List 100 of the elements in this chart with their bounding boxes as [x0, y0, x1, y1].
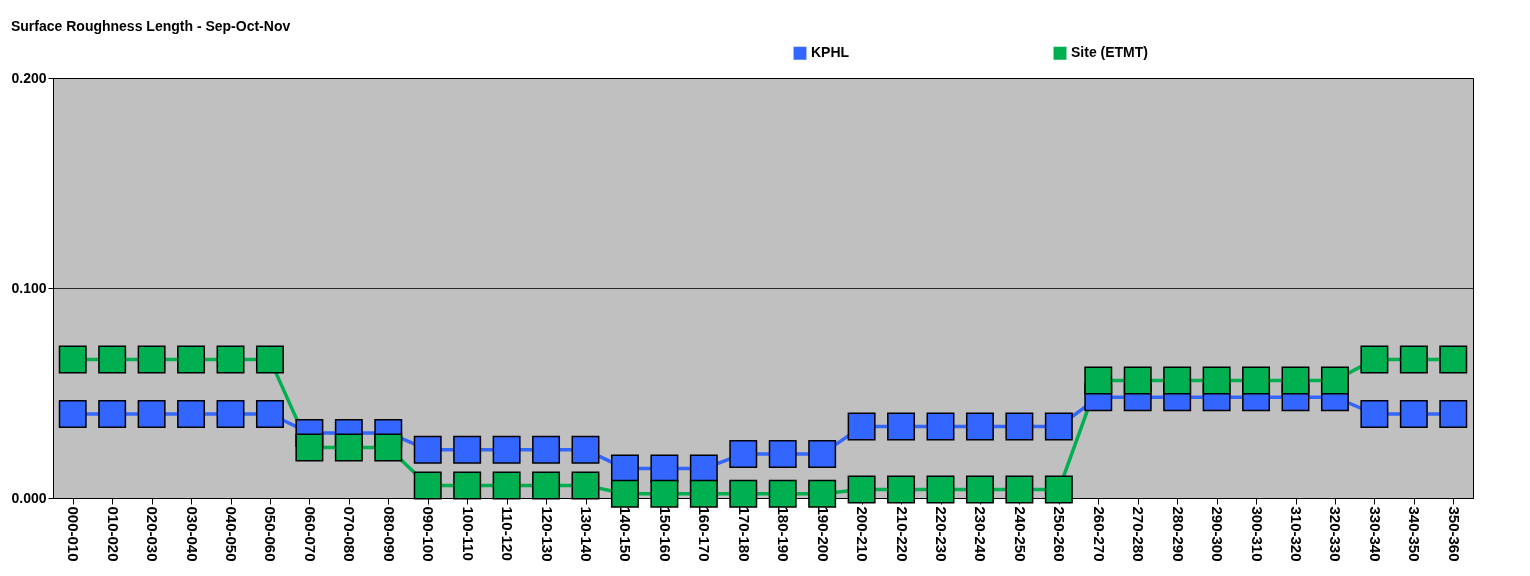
point — [1439, 400, 1468, 428]
x-tick-label: 000-010 — [65, 506, 83, 562]
point — [571, 471, 600, 500]
point — [571, 435, 600, 464]
point — [1005, 475, 1034, 504]
point — [216, 400, 245, 428]
x-tick-label: 180-190 — [775, 506, 793, 562]
point — [1399, 400, 1428, 428]
x-tick-label: 130-140 — [578, 506, 595, 562]
x-tick-label: 100-110 — [459, 506, 477, 561]
point — [768, 439, 797, 468]
point — [1360, 400, 1389, 428]
point — [1084, 366, 1113, 395]
point — [255, 345, 284, 374]
x-tick-label: 080-090 — [380, 506, 398, 562]
legend-label: KPHL — [811, 44, 850, 61]
x-tick-label: 260-270 — [1090, 506, 1108, 562]
point — [58, 400, 87, 428]
point — [1123, 366, 1152, 395]
point — [1202, 366, 1231, 395]
point — [1360, 345, 1389, 374]
x-tick-label: 220-230 — [933, 506, 950, 562]
x-tick-label: 090-100 — [420, 506, 438, 562]
x-tick-label: 010-020 — [104, 506, 122, 562]
x-tick-label: 070-080 — [341, 506, 359, 562]
point — [1242, 366, 1271, 395]
point — [295, 433, 324, 462]
point — [532, 435, 561, 464]
x-tick-label: 020-030 — [144, 506, 162, 562]
legend-label: Site (ETMT) — [1071, 44, 1148, 61]
point — [453, 435, 482, 464]
point — [374, 433, 403, 462]
point — [808, 479, 837, 508]
point — [1399, 345, 1428, 374]
point — [177, 345, 206, 374]
x-tick-label: 200-210 — [854, 506, 872, 562]
point — [255, 400, 284, 428]
x-tick-label: 330-340 — [1366, 506, 1384, 562]
point — [887, 412, 916, 441]
point — [768, 479, 797, 508]
point — [413, 435, 442, 464]
point — [847, 412, 876, 441]
y-tick-label: 0.200 — [11, 69, 47, 86]
x-tick-label: 350-360 — [1445, 506, 1463, 562]
point — [610, 454, 639, 483]
x-tick-label: 040-050 — [223, 506, 240, 562]
point — [887, 475, 916, 504]
point — [98, 345, 127, 374]
point — [1439, 345, 1468, 374]
x-tick-label: 140-150 — [617, 506, 635, 562]
x-tick-label: 240-250 — [1011, 506, 1029, 562]
x-tick-label: 280-290 — [1169, 506, 1187, 562]
point — [58, 345, 87, 374]
point — [926, 475, 955, 504]
y-tick-label: 0.000 — [11, 489, 47, 506]
point — [965, 475, 994, 504]
y-tick-label: 0.100 — [11, 279, 47, 296]
point — [847, 475, 876, 504]
point — [689, 454, 718, 483]
x-tick-label: 150-160 — [656, 506, 674, 562]
point — [689, 479, 718, 508]
point — [926, 412, 955, 441]
point — [729, 439, 758, 468]
point — [808, 439, 837, 468]
point — [1163, 366, 1192, 395]
x-tick-label: 190-200 — [814, 506, 832, 562]
point — [965, 412, 994, 441]
point — [216, 345, 245, 374]
x-tick-label: 230-240 — [972, 506, 990, 562]
x-tick-label: 110-120 — [499, 506, 517, 561]
x-tick-label: 060-070 — [301, 506, 319, 562]
point — [729, 479, 758, 508]
point — [137, 345, 166, 374]
point — [1005, 412, 1034, 441]
point — [1044, 412, 1073, 441]
point — [453, 471, 482, 500]
point — [137, 400, 166, 428]
x-tick-label: 250-260 — [1051, 506, 1069, 562]
point — [98, 400, 127, 428]
point — [492, 435, 521, 464]
x-tick-label: 320-330 — [1327, 506, 1345, 562]
x-tick-label: 120-130 — [538, 506, 556, 562]
x-tick-label: 210-220 — [893, 506, 911, 562]
x-tick-label: 310-320 — [1288, 506, 1305, 562]
point — [1281, 366, 1310, 395]
point — [492, 471, 521, 500]
point — [1320, 366, 1349, 395]
x-tick-label: 030-040 — [183, 506, 201, 562]
point — [413, 471, 442, 500]
x-tick-label: 300-310 — [1248, 506, 1266, 562]
point — [650, 479, 679, 508]
x-tick-label: 290-300 — [1209, 506, 1227, 562]
x-tick-label: 160-170 — [696, 506, 714, 562]
x-tick-label: 270-280 — [1130, 506, 1148, 562]
point — [610, 479, 639, 508]
x-tick-label: 170-180 — [735, 506, 753, 562]
x-tick-label: 340-350 — [1406, 506, 1424, 562]
point — [532, 471, 561, 500]
point — [1044, 475, 1073, 504]
x-tick-label: 050-060 — [262, 506, 280, 562]
